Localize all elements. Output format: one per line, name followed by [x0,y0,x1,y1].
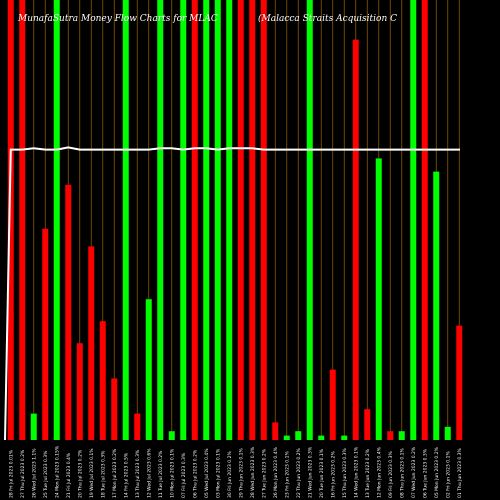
bar [444,426,451,440]
x-tick-label: 27 Tue Jun 2023 0.2% [261,448,267,498]
x-tick-label: 18 Tue Jul 2023 0.3% [100,450,106,498]
x-tick-label: 12 Wed Jul 2023 0.6% [146,448,152,498]
x-tick-label: 15 Thu Jun 2023 0.3% [342,447,348,498]
x-tick-label: 05 Wed Jul 2023 0.4% [204,448,210,498]
bar [295,431,302,440]
x-tick-label: 09 Fri Jun 2023 0.3% [388,451,394,498]
x-tick-label: 10 Mon Jul 2023 0.1% [169,448,175,498]
bar [272,422,279,440]
bar [157,0,164,440]
bar [88,246,95,440]
bar [283,435,290,440]
bar [145,299,152,440]
x-tick-label: 26 Wed Jul 2023 1.1% [31,448,37,498]
x-tick-label: 14 Wed Jun 2023 0.1% [353,446,359,498]
x-tick-label: 23 Fri Jun 2023 0.1% [284,451,290,498]
chart-subtitle: (Malacca Straits Acquisition C [258,13,397,24]
money-flow-polyline [4,146,460,441]
bar [122,0,129,440]
bar [134,413,141,440]
bar [318,435,325,440]
x-tick-label: 13 Tue Jun 2023 0.2% [365,448,371,498]
x-tick-label: 25 Tue Jul 2023 0.3% [43,450,49,498]
bar [191,0,198,440]
bar [329,369,336,440]
bar [99,321,106,440]
bars [7,0,463,440]
bar [30,413,37,440]
x-tick-label: 07 Wed Jun 2023 0.2% [411,446,417,498]
x-tick-label: 19 Wed Jul 2023 0.1% [89,448,95,498]
bar [410,0,417,440]
x-tick-label: 29 Thu Jun 2023 0.1% [238,447,244,498]
bar [456,325,463,440]
bar [180,0,187,440]
x-tick-label: 07 Fri Jul 2023 0.3% [181,452,187,498]
x-tick-label: 21 Fri Jul 2023 0.4% [66,452,72,498]
bar [168,431,175,440]
x-tick-label: 05 Mon Jun 2023 0.2% [434,446,440,498]
x-tick-label: 28 Fri Jul 2023 0.01% [8,449,14,498]
bar [249,0,256,440]
x-tick-label: 12 Mon Jun 2023 0.4% [376,446,382,498]
x-tick-label: 13 Thu Jul 2023 0.3% [135,449,141,498]
x-tick-label: 20 Thu Jul 2023 0.2% [77,449,83,498]
x-tick-label: 01 Thu Jun 2023 0.3% [457,447,463,498]
x-tick-label: 16 Fri Jun 2023 0.2% [330,451,336,498]
x-tick-label: 06 Tue Jun 2023 0.3% [422,448,428,498]
bar [433,171,440,440]
bar [214,0,221,440]
x-tick-label: 06 Thu Jul 2023 0.2% [192,449,198,498]
x-tick-label: 08 Thu Jun 2023 0.1% [399,447,405,498]
bar [237,0,244,440]
bar [42,228,49,440]
x-tick-label: 17 Mon Jul 2023 0.2% [112,448,118,498]
x-tick-label: 14 Fri Jul 2023 0.5% [123,452,129,498]
bar [306,0,313,440]
chart-title: MunafaSutra Money Flow Charts for MLAC [17,14,218,24]
x-tick-label: 21 Wed Jun 2023 0.3% [307,446,313,498]
bar [398,431,405,440]
bar [341,435,348,440]
bar [65,184,72,440]
x-tick-label: 20 Tue Jun 2023 0.1% [319,448,325,498]
bar [226,0,233,440]
x-tick-label: 28 Wed Jun 2023 0.3% [250,446,256,498]
x-tick-label: 27 Thu Jul 2023 0.2% [20,449,26,498]
bar [19,0,26,440]
bar [76,343,83,440]
bar [53,0,60,440]
bar [387,431,394,440]
bar [421,0,428,440]
bar [364,409,371,440]
x-tick-label: 30 Fri Jun 2023 0.2% [227,451,233,498]
x-tick-labels: 28 Fri Jul 2023 0.01% 27 Thu Jul 2023 0.2… [8,445,463,498]
x-tick-label: 26 Mon Jun 2023 0.4% [273,446,279,498]
x-tick-label: 03 Mon Jul 2023 0.1% [215,448,221,498]
money-flow-line [4,146,460,441]
bar [7,0,14,440]
bar [260,0,267,440]
bar [375,158,382,440]
bar [352,39,359,440]
x-tick-label: 11 Tue Jul 2023 0.2% [158,450,164,498]
x-tick-label: 22 Thu Jun 2023 0.2% [296,447,302,498]
x-tick-label: 24 Mon Jul 2023 0.15% [54,445,60,498]
bar [111,378,118,440]
x-tick-label: 02 Fri Jun 2023 0.1% [445,451,451,498]
bar [203,0,210,440]
